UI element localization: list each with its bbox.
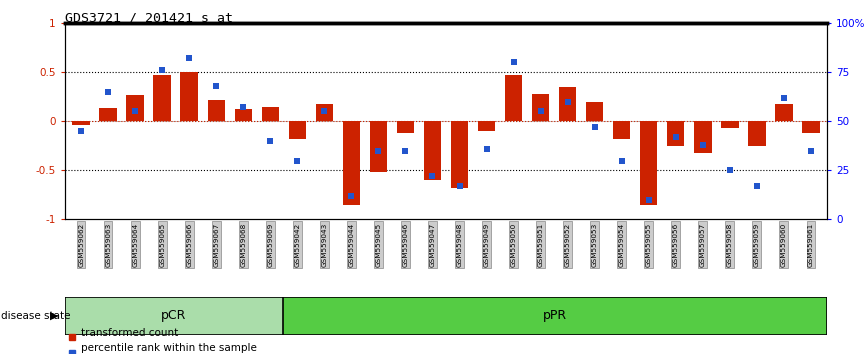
Bar (802, 121, 819, 133)
Bar (100, 108, 117, 121)
Bar (343, 121, 360, 205)
Bar (315, 104, 333, 121)
Bar (208, 99, 225, 121)
Bar (235, 109, 252, 121)
Bar (450, 121, 469, 188)
Bar (585, 102, 604, 121)
Bar (613, 121, 630, 139)
Text: GDS3721 / 201421_s_at: GDS3721 / 201421_s_at (65, 11, 233, 24)
Bar (370, 121, 387, 172)
Text: disease state: disease state (1, 311, 70, 321)
Bar (262, 107, 279, 121)
Bar (153, 75, 171, 121)
Bar (65, 297, 282, 335)
Bar (775, 104, 792, 121)
Bar (748, 121, 766, 146)
Bar (640, 121, 657, 205)
Bar (721, 121, 739, 128)
Bar (126, 95, 144, 121)
Bar (559, 87, 577, 121)
Bar (180, 72, 198, 121)
Text: ▶: ▶ (49, 311, 58, 321)
Text: pPR: pPR (543, 309, 567, 322)
Bar (73, 121, 90, 125)
Bar (397, 121, 414, 133)
Bar (694, 121, 712, 153)
Text: percentile rank within the sample: percentile rank within the sample (81, 343, 256, 353)
Text: pCR: pCR (161, 309, 186, 322)
Bar (282, 297, 827, 335)
Text: transformed count: transformed count (81, 328, 178, 338)
Bar (532, 94, 549, 121)
Bar (667, 121, 684, 146)
Bar (423, 121, 442, 180)
Bar (288, 121, 307, 139)
Bar (478, 121, 495, 131)
Bar (505, 75, 522, 121)
